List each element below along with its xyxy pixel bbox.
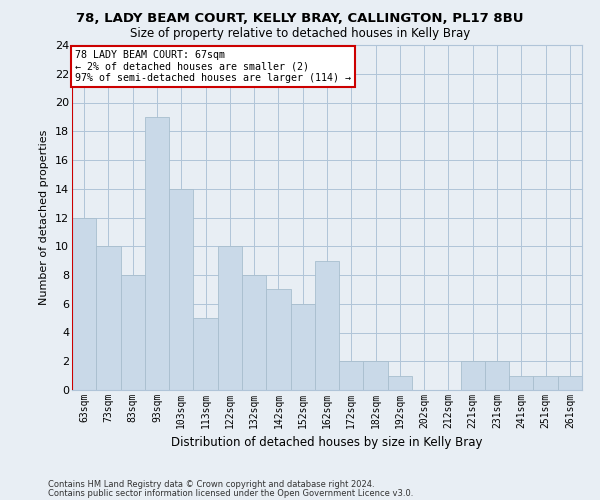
Text: Size of property relative to detached houses in Kelly Bray: Size of property relative to detached ho…	[130, 28, 470, 40]
Bar	[509, 376, 533, 390]
Bar	[461, 361, 485, 390]
Bar	[121, 275, 145, 390]
X-axis label: Distribution of detached houses by size in Kelly Bray: Distribution of detached houses by size …	[171, 436, 483, 450]
Bar	[315, 260, 339, 390]
Text: 78, LADY BEAM COURT, KELLY BRAY, CALLINGTON, PL17 8BU: 78, LADY BEAM COURT, KELLY BRAY, CALLING…	[76, 12, 524, 26]
Bar	[388, 376, 412, 390]
Text: 78 LADY BEAM COURT: 67sqm
← 2% of detached houses are smaller (2)
97% of semi-de: 78 LADY BEAM COURT: 67sqm ← 2% of detach…	[74, 50, 350, 84]
Bar	[193, 318, 218, 390]
Bar	[96, 246, 121, 390]
Y-axis label: Number of detached properties: Number of detached properties	[40, 130, 49, 305]
Text: Contains HM Land Registry data © Crown copyright and database right 2024.: Contains HM Land Registry data © Crown c…	[48, 480, 374, 489]
Bar	[533, 376, 558, 390]
Bar	[485, 361, 509, 390]
Bar	[339, 361, 364, 390]
Bar	[72, 218, 96, 390]
Bar	[242, 275, 266, 390]
Bar	[145, 117, 169, 390]
Bar	[218, 246, 242, 390]
Bar	[266, 290, 290, 390]
Bar	[558, 376, 582, 390]
Bar	[364, 361, 388, 390]
Text: Contains public sector information licensed under the Open Government Licence v3: Contains public sector information licen…	[48, 488, 413, 498]
Bar	[290, 304, 315, 390]
Bar	[169, 188, 193, 390]
